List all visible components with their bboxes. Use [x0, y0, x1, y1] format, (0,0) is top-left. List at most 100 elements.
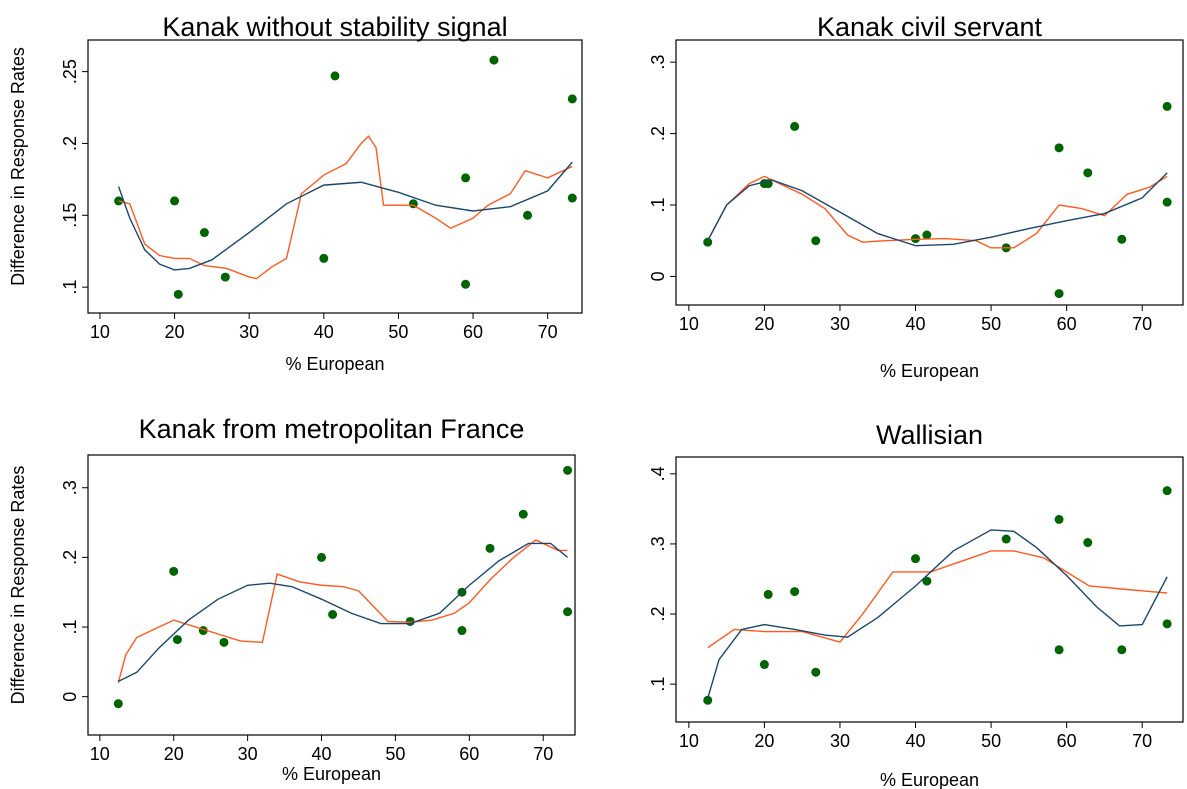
plot-frame	[87, 454, 576, 736]
point	[199, 228, 209, 238]
x-tick-label: 20	[754, 731, 774, 751]
point	[911, 234, 921, 244]
y-tick-label: .1	[60, 280, 80, 295]
x-tick-label: 10	[679, 731, 699, 751]
x-axis-label: % European	[282, 764, 381, 784]
y-tick-label: .4	[648, 466, 668, 481]
fit-line	[117, 161, 573, 271]
y-tick-label: .25	[60, 59, 80, 84]
point	[567, 193, 577, 203]
fit-line	[117, 539, 568, 683]
x-tick-label: 30	[830, 731, 850, 751]
plot-frame	[87, 39, 583, 314]
x-tick-label: 30	[238, 744, 258, 764]
plot-frame	[675, 456, 1184, 723]
point	[703, 695, 713, 705]
point	[1117, 645, 1127, 655]
x-tick-label: 70	[533, 744, 553, 764]
point	[485, 543, 495, 553]
point	[1162, 619, 1172, 629]
y-tick-label: .3	[648, 536, 668, 551]
point	[811, 667, 821, 677]
point	[759, 660, 769, 670]
panel: Kanak without stability signal 10 20 30 40 50…	[8, 12, 583, 374]
x-tick-label: 30	[830, 314, 850, 334]
y-tick-label: .1	[648, 197, 668, 212]
x-axis-label: % European	[880, 770, 979, 789]
x-tick-label: 70	[1132, 731, 1152, 751]
y-tick-label: .1	[60, 620, 80, 635]
panel-title: Kanak civil servant	[817, 12, 1043, 42]
y-tick-label: .2	[60, 550, 80, 565]
y-tick-label: 0	[60, 692, 80, 702]
y-axis-label: Difference in Response Rates	[8, 47, 28, 286]
fit-line	[707, 172, 1168, 247]
point	[1117, 234, 1127, 244]
x-tick-label: 50	[388, 322, 408, 342]
fit-line	[707, 175, 1168, 249]
y-tick-label: .3	[648, 55, 668, 70]
point	[1054, 514, 1064, 524]
point	[113, 699, 123, 709]
point	[1001, 534, 1011, 544]
y-tick-label: .15	[60, 203, 80, 228]
x-tick-label: 40	[906, 731, 926, 751]
x-tick-label: 10	[90, 322, 110, 342]
x-tick-label: 70	[538, 322, 558, 342]
point	[567, 94, 577, 104]
point	[172, 635, 182, 645]
panel: Kanak civil servant 10 20 30 40 50 60 70 0 .1 .2 .3…	[648, 12, 1184, 381]
fit-line	[118, 135, 573, 280]
point	[461, 279, 471, 289]
point	[911, 554, 921, 564]
point	[518, 509, 528, 519]
point	[1054, 143, 1064, 153]
y-tick-label: .2	[648, 607, 668, 622]
x-tick-label: 10	[679, 314, 699, 334]
panel: Kanak from metropolitan France 10 20 30 40 50…	[8, 414, 576, 784]
point	[563, 607, 573, 617]
x-tick-label: 70	[1132, 314, 1152, 334]
x-tick-label: 50	[385, 744, 405, 764]
point	[790, 587, 800, 597]
x-tick-label: 50	[981, 314, 1001, 334]
x-tick-label: 50	[981, 731, 1001, 751]
point	[317, 552, 327, 562]
point	[790, 121, 800, 131]
x-tick-label: 20	[164, 744, 184, 764]
fit-line	[117, 542, 569, 682]
point	[461, 173, 471, 183]
panel-title: Kanak from metropolitan France	[139, 414, 525, 444]
y-tick-label: .2	[648, 126, 668, 141]
point	[319, 253, 329, 263]
panel-title: Wallisian	[876, 420, 983, 450]
point	[169, 566, 179, 576]
point	[763, 589, 773, 599]
point	[170, 196, 180, 206]
point	[1162, 486, 1172, 496]
x-axis-label: % European	[880, 361, 979, 381]
point	[1054, 645, 1064, 655]
y-tick-label: .3	[60, 480, 80, 495]
point	[173, 289, 183, 299]
point	[219, 637, 229, 647]
point	[811, 236, 821, 246]
y-tick-label: 0	[648, 271, 668, 281]
point	[922, 230, 932, 240]
point	[330, 71, 340, 81]
y-tick-label: .1	[648, 677, 668, 692]
x-tick-label: 60	[463, 322, 483, 342]
point	[703, 237, 713, 247]
point	[1083, 168, 1093, 178]
point	[489, 55, 499, 65]
point	[563, 465, 573, 475]
panel-title: Kanak without stability signal	[162, 12, 507, 42]
y-axis-label: Difference in Response Rates	[8, 466, 28, 705]
point	[1162, 197, 1172, 207]
point	[328, 610, 338, 620]
x-tick-label: 60	[1057, 314, 1077, 334]
x-axis-label: % European	[285, 354, 384, 374]
fit-line	[707, 529, 1168, 699]
x-tick-label: 60	[459, 744, 479, 764]
